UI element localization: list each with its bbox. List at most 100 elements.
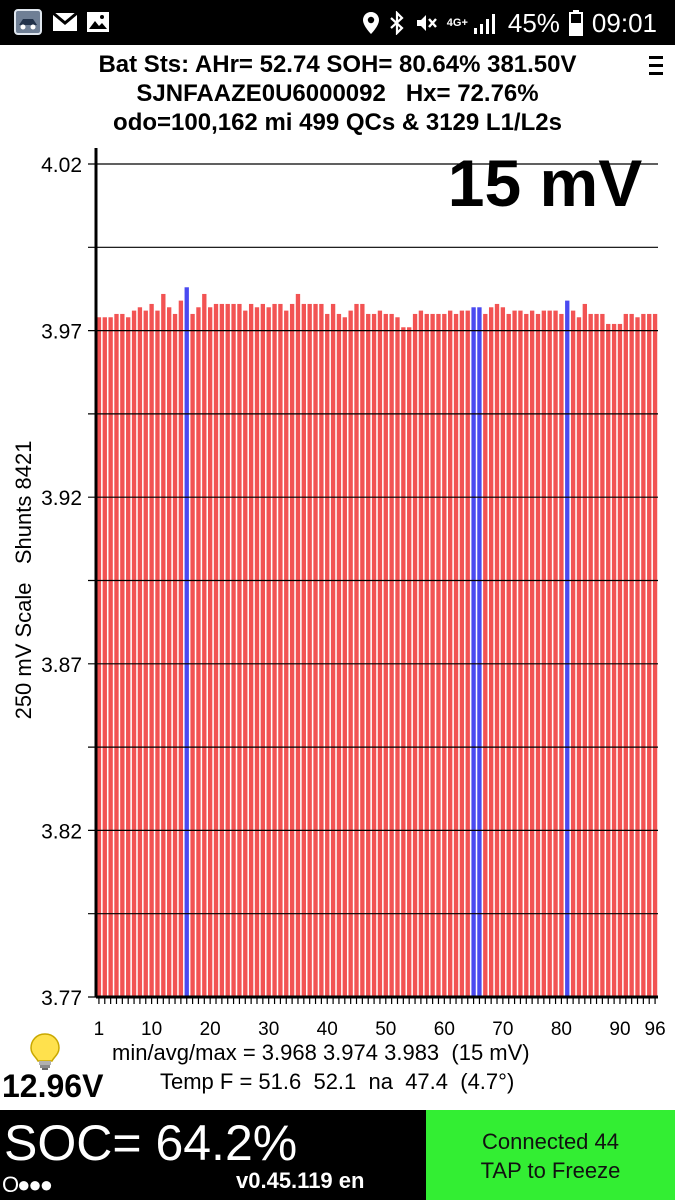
x-tick-label: 80 bbox=[551, 1019, 572, 1040]
battery-status-line: Bat Sts: AHr= 52.74 SOH= 80.64% 381.50V bbox=[98, 51, 577, 78]
x-tick-label: 70 bbox=[492, 1019, 513, 1040]
chart-bar bbox=[342, 317, 347, 997]
chart-bar bbox=[243, 310, 248, 997]
x-tick-label: 20 bbox=[200, 1019, 221, 1040]
temperature-line: Temp F = 51.6 52.1 na 47.4 (4.7°) bbox=[160, 1069, 515, 1094]
chart-bar bbox=[237, 303, 242, 997]
chart-bar bbox=[178, 300, 184, 997]
chart-bar bbox=[483, 313, 488, 997]
chart-bar bbox=[401, 327, 406, 997]
chart-grid bbox=[88, 163, 658, 998]
highlight-bar bbox=[477, 307, 482, 997]
chart-bar bbox=[120, 313, 125, 997]
x-tick-label: 40 bbox=[317, 1019, 338, 1040]
vin-health-line: SJNFAAZE0U6000092 Hx= 72.76% bbox=[136, 80, 539, 107]
chart-bar bbox=[366, 313, 371, 997]
y-tick-label: 3.92 bbox=[41, 487, 82, 510]
chart-bar bbox=[102, 317, 107, 997]
battery-status-header: Bat Sts: AHr= 52.74 SOH= 80.64% 381.50V … bbox=[0, 50, 675, 137]
chart-bar bbox=[647, 313, 652, 997]
chart-bar bbox=[149, 303, 154, 997]
app-version: v0.45.119 en bbox=[236, 1168, 365, 1193]
soc-value: SOC= 64.2% bbox=[4, 1115, 298, 1171]
chart-bar bbox=[330, 303, 336, 997]
x-tick-label: 30 bbox=[258, 1019, 279, 1040]
chart-bar bbox=[225, 303, 230, 997]
chart-bar bbox=[272, 303, 277, 997]
lightbulb-icon[interactable] bbox=[28, 1032, 62, 1072]
freeze-hint: TAP to Freeze bbox=[480, 1158, 621, 1183]
chart-bar bbox=[576, 317, 582, 997]
x-tick-label: 90 bbox=[609, 1019, 630, 1040]
chart-bar bbox=[219, 303, 225, 997]
chart-bar bbox=[459, 310, 465, 997]
chart-bar bbox=[529, 310, 535, 997]
chart-bar bbox=[348, 310, 353, 997]
status-bar: 4G+ 45% 09:01 bbox=[0, 0, 675, 45]
highlight-bar bbox=[471, 307, 476, 997]
chart-bar bbox=[623, 313, 628, 997]
chart-bar bbox=[301, 303, 306, 997]
chart-bar bbox=[541, 310, 547, 997]
status-dots: O●●● bbox=[2, 1172, 53, 1197]
chart-bar bbox=[172, 313, 178, 997]
chart-bar bbox=[606, 323, 611, 997]
chart-bar bbox=[131, 310, 137, 997]
chart-bar bbox=[254, 307, 260, 997]
chart-bar bbox=[611, 323, 617, 997]
chart-bar bbox=[383, 313, 388, 997]
chart-bar bbox=[114, 313, 119, 997]
aux-battery-voltage: 12.96V bbox=[2, 1068, 104, 1104]
chart-bar bbox=[500, 307, 506, 997]
signal-icon bbox=[473, 14, 495, 34]
chart-bar bbox=[588, 313, 593, 997]
mute-icon bbox=[416, 15, 437, 31]
scale-label: 15 mV bbox=[448, 146, 642, 220]
chart-bar bbox=[354, 303, 359, 997]
battery-percent: 45% bbox=[507, 7, 560, 38]
chart-bar bbox=[96, 317, 102, 997]
chart-bar bbox=[629, 313, 634, 997]
chart-bar bbox=[488, 307, 494, 997]
chart-bar bbox=[207, 307, 213, 997]
chart-bar bbox=[126, 317, 131, 997]
cell-voltage-chart[interactable]: 250 mV Scale Shunts 8421 15 mV 4.02 3.97 3… bbox=[0, 140, 675, 1040]
chart-bar bbox=[524, 313, 529, 997]
chart-bar bbox=[395, 317, 400, 997]
chart-ticks: 4.02 3.97 3.92 3.87 3.82 3.77 1 10 20 30 40 50 60 70 8… bbox=[41, 154, 666, 1040]
highlight-bar bbox=[565, 300, 570, 997]
chart-bar bbox=[284, 310, 289, 997]
gmail-icon bbox=[52, 12, 78, 31]
y-axis-label: 250 mV Scale Shunts 8421 bbox=[11, 441, 36, 720]
chart-bar bbox=[424, 313, 429, 997]
chart-bar bbox=[307, 303, 312, 997]
chart-bar bbox=[600, 313, 605, 997]
menu-icon[interactable] bbox=[649, 56, 663, 80]
y-tick-label: 3.87 bbox=[41, 654, 82, 677]
chart-bar bbox=[325, 313, 330, 997]
chart-bar bbox=[594, 313, 599, 997]
chart-bar bbox=[377, 310, 383, 997]
connection-button[interactable]: Connected 44 TAP to Freeze bbox=[426, 1110, 675, 1200]
x-tick-label: 10 bbox=[141, 1019, 162, 1040]
chart-bar bbox=[202, 293, 207, 997]
chart-bar bbox=[295, 293, 301, 997]
chart-bar bbox=[248, 303, 254, 997]
y-tick-label: 3.97 bbox=[41, 321, 82, 344]
chart-bar bbox=[412, 313, 418, 997]
chart-bar bbox=[137, 307, 143, 997]
battery-icon bbox=[568, 10, 583, 36]
y-tick-label: 3.77 bbox=[41, 987, 82, 1010]
chart-bar bbox=[108, 317, 113, 997]
x-tick-label: 96 bbox=[645, 1019, 666, 1040]
x-tick-label: 50 bbox=[375, 1019, 396, 1040]
chart-bar bbox=[213, 303, 219, 997]
chart-bar bbox=[319, 303, 324, 997]
chart-bar bbox=[453, 313, 459, 997]
chart-bar bbox=[313, 303, 318, 997]
chart-bar bbox=[260, 303, 266, 997]
chart-bar bbox=[161, 293, 166, 997]
bluetooth-icon bbox=[390, 11, 404, 35]
chart-bar bbox=[190, 313, 195, 997]
y-tick-label: 4.02 bbox=[41, 154, 82, 177]
